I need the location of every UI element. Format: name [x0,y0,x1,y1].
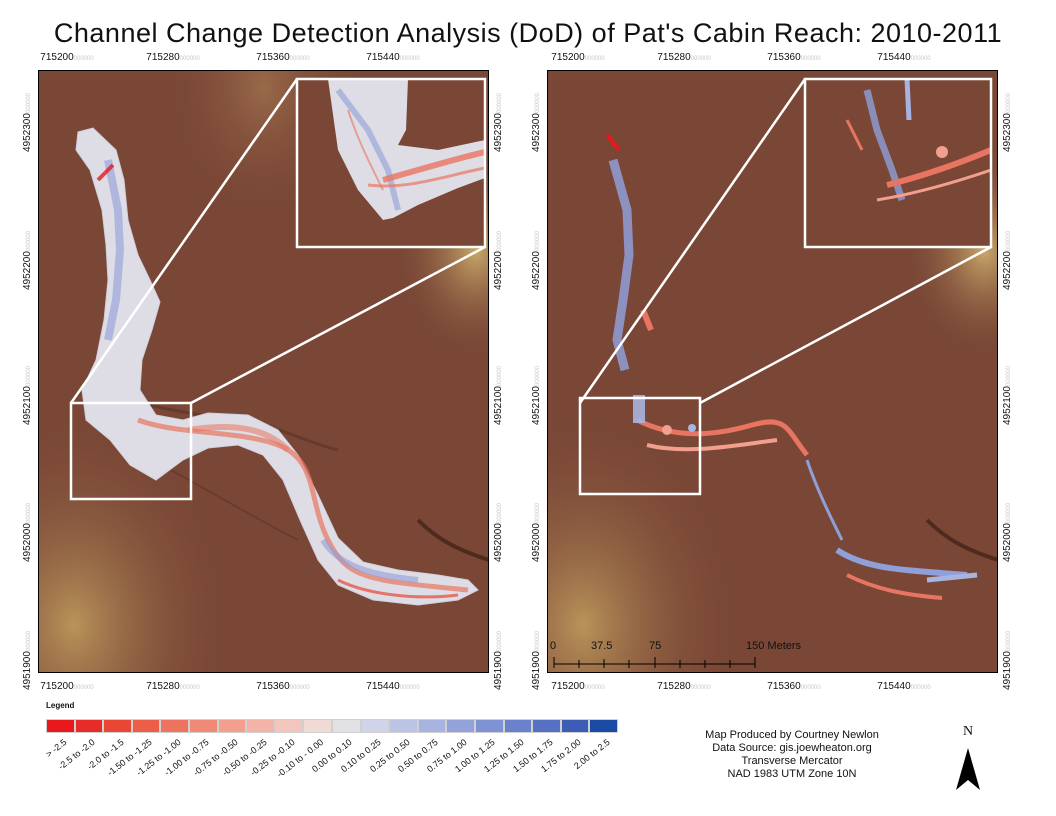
y-tick-label: 4952000000000 [1002,503,1013,562]
x-tick-label: 715440000000 [366,681,420,692]
y-tick-label: 4952300000000 [531,93,542,152]
map-panel-thresholded-dod[interactable] [547,70,998,673]
legend-swatch [389,719,418,733]
scale-label-0: 0 [550,640,557,652]
x-tick-label: 715200000000 [551,52,605,63]
legend-swatch [217,719,247,733]
legend-swatch [589,719,618,733]
legend-swatch [532,719,561,733]
x-tick-label: 715360000000 [767,681,821,692]
x-tick-label: 715200000000 [551,681,605,692]
scale-label-75: 75 [649,640,662,652]
north-letter: N [962,724,974,739]
legend-swatch [360,719,390,733]
x-tick-label: 715360000000 [767,52,821,63]
legend-swatch [74,719,104,733]
y-tick-label: 4952000000000 [22,503,33,562]
legend-swatch [188,719,218,733]
y-tick-label: 4952100000000 [531,366,542,425]
y-tick-label: 4952000000000 [493,503,504,562]
legend-swatch [46,719,75,733]
legend-swatch [131,719,161,733]
x-tick-label: 715440000000 [366,52,420,63]
x-tick-label: 715360000000 [256,681,310,692]
x-tick-label: 715440000000 [877,52,931,63]
legend-swatch [246,719,275,733]
y-tick-label: 4951900000000 [22,631,33,690]
scale-label-37-5: 37.5 [591,640,613,652]
y-tick-label: 4952100000000 [22,366,33,425]
legend-title: Legend [46,701,75,710]
scale-label-150: 150 Meters [746,640,802,652]
y-tick-label: 4952100000000 [1002,366,1013,425]
y-tick-label: 4952300000000 [1002,93,1013,152]
inset-zoom-map [295,77,487,249]
map-panel-raw-dod[interactable] [38,70,489,673]
legend-swatch [560,719,590,733]
credit-projection: Transverse Mercator [741,755,843,767]
zoom-extent-box [69,401,193,501]
north-arrow-icon: N [948,724,988,794]
x-tick-label: 715440000000 [877,681,931,692]
y-tick-label: 4952200000000 [1002,231,1013,290]
x-tick-label: 715280000000 [657,681,711,692]
x-tick-label: 715200000000 [40,52,94,63]
legend-swatch [503,719,533,733]
x-tick-label: 715280000000 [146,52,200,63]
y-tick-label: 4952100000000 [493,366,504,425]
zoom-extent-box [578,396,702,496]
inset-zoom-map [803,77,993,249]
credit-author: Map Produced by Courtney Newlon [705,729,879,741]
map-title: Channel Change Detection Analysis (DoD) … [53,18,1003,48]
scale-bar-labels: 0 37.5 75 150 Meters [547,640,847,670]
y-tick-label: 4952200000000 [493,231,504,290]
x-tick-label: 715200000000 [40,681,94,692]
x-tick-label: 715280000000 [657,52,711,63]
legend-swatch [103,719,132,733]
x-tick-label: 715360000000 [256,52,310,63]
legend-swatch [417,719,447,733]
legend-swatch [160,719,189,733]
legend-swatch [474,719,504,733]
scale-bar [553,657,756,668]
y-tick-label: 4952200000000 [22,231,33,290]
credit-datum: NAD 1983 UTM Zone 10N [727,768,857,780]
legend-swatch [274,719,304,733]
legend-swatch [303,719,332,733]
credit-data-source: Data Source: gis.joewheaton.org [712,742,872,754]
legend-color-ramp [46,719,618,733]
y-tick-label: 4951900000000 [1002,631,1013,690]
y-tick-label: 4951900000000 [493,631,504,690]
legend-swatch [446,719,475,733]
y-tick-label: 4952200000000 [531,231,542,290]
y-tick-label: 4952300000000 [22,93,33,152]
y-tick-label: 4952000000000 [531,503,542,562]
x-tick-label: 715280000000 [146,681,200,692]
legend-swatch [331,719,361,733]
map-credits: Map Produced by Courtney Newlon Data Sou… [692,729,892,781]
channel-dod-thresholded [605,133,978,600]
y-tick-label: 4952300000000 [493,93,504,152]
y-tick-label: 4951900000000 [531,631,542,690]
